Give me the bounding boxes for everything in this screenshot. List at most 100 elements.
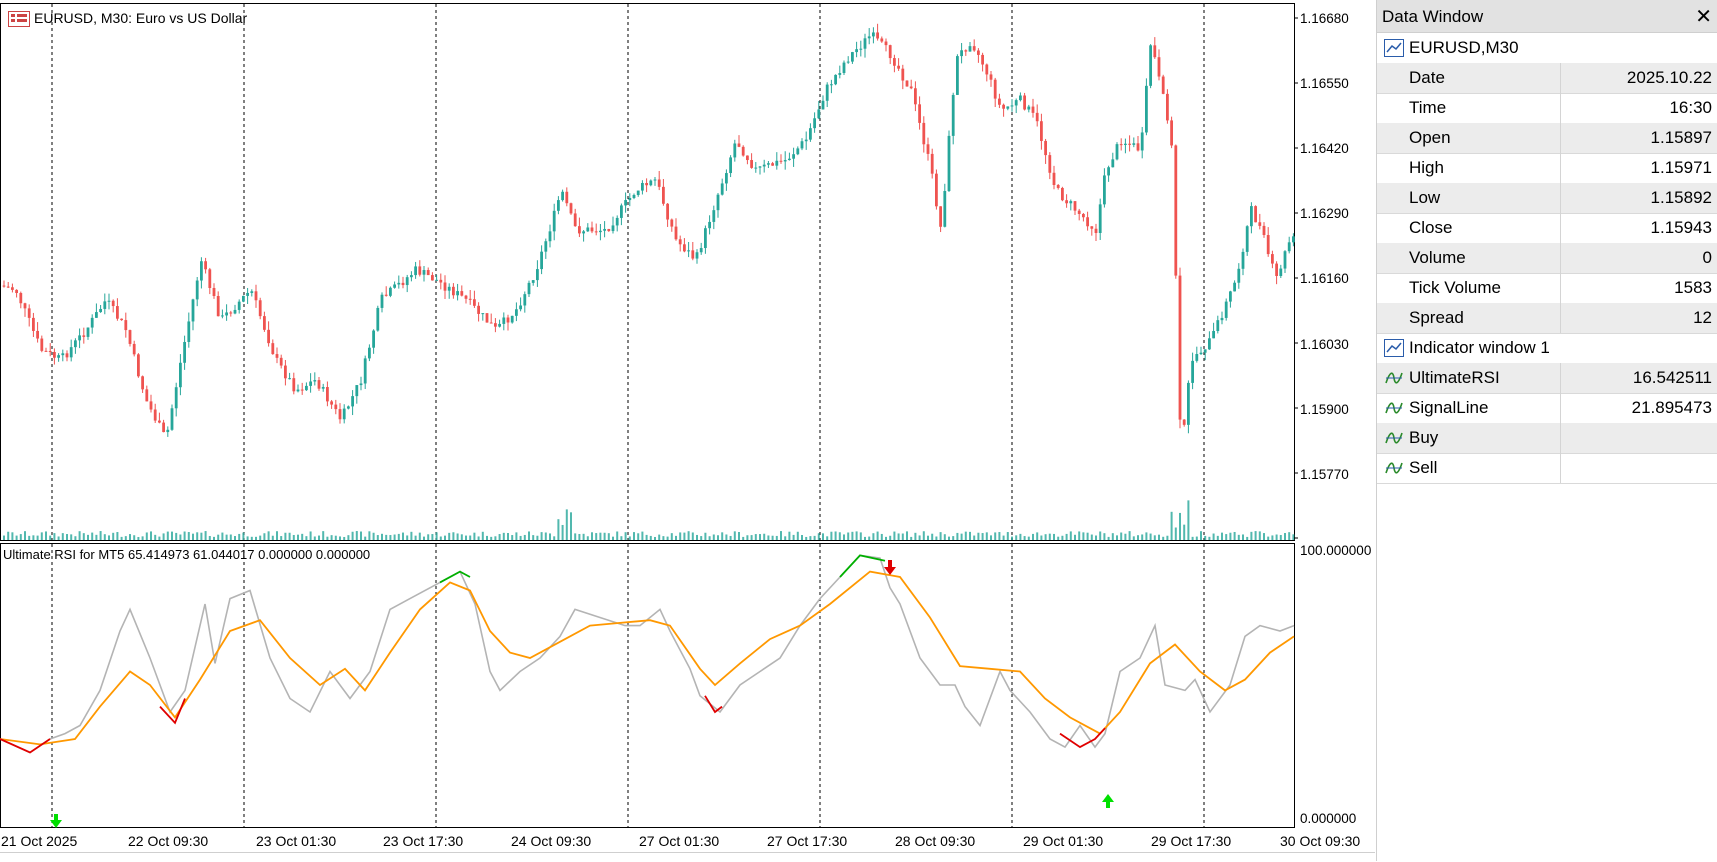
candle-body — [1166, 93, 1169, 121]
volume-bar — [477, 536, 480, 540]
chart-tabs-strip[interactable] — [0, 852, 1375, 862]
candle-body — [733, 143, 737, 158]
indicator-icon — [1385, 462, 1403, 474]
candle-body — [1052, 172, 1056, 185]
candle-body — [851, 52, 854, 62]
candle-body — [561, 191, 564, 201]
candle-body — [53, 351, 56, 358]
candle-body — [443, 282, 447, 291]
candle-body — [930, 153, 934, 174]
chart-area[interactable]: EURUSD, M30: Euro vs US Dollar Ultimate … — [0, 0, 1375, 862]
candle-body — [901, 68, 905, 81]
volume-bar — [935, 536, 938, 540]
data-row-label: Low — [1409, 188, 1441, 207]
volume-bar — [994, 532, 997, 540]
overbought-segment — [439, 570, 471, 584]
volume-bar — [431, 534, 434, 540]
candle-body — [1040, 121, 1043, 141]
candle-body — [510, 315, 514, 323]
candle-body — [233, 309, 237, 314]
indicator-row-ultimatersi: UltimateRSI 16.542511 — [1377, 363, 1717, 394]
volume-bar — [1120, 532, 1123, 540]
volume-bar — [662, 536, 665, 540]
time-axis-label: 23 Oct 17:30 — [383, 833, 464, 849]
time-axis-label: 22 Oct 09:30 — [128, 833, 209, 849]
candle-body — [305, 385, 308, 391]
sell-arrow — [884, 560, 896, 575]
indicator-row-label: UltimateRSI — [1409, 368, 1500, 387]
candle-body — [422, 270, 426, 275]
volume-bar — [864, 536, 866, 540]
volume-bar — [948, 536, 950, 540]
chart-canvas[interactable] — [0, 0, 1375, 861]
candle-body — [523, 294, 527, 306]
candle-body — [1128, 143, 1131, 145]
candle-body — [1006, 106, 1010, 109]
volume-bar — [889, 535, 892, 540]
candle-body — [95, 312, 98, 318]
data-row-value: 16:30 — [1669, 98, 1712, 117]
volume-bar — [1086, 532, 1089, 540]
volume-bar — [1011, 536, 1013, 540]
candle-body — [1170, 120, 1173, 146]
candle-body — [502, 317, 506, 324]
price-axis-label: 1.16290 — [1300, 206, 1349, 221]
candle-body — [1250, 206, 1253, 227]
volume-bar — [410, 531, 413, 540]
candle-body — [179, 362, 182, 388]
candle-body — [384, 294, 388, 296]
volume-bar — [32, 535, 35, 540]
volume-bar — [696, 534, 698, 540]
volume-bar — [586, 536, 589, 540]
data-row-date: Date 2025.10.22 — [1377, 63, 1717, 94]
candle-body — [376, 307, 380, 331]
volume-bar — [742, 536, 745, 540]
candle-body — [1178, 275, 1182, 420]
volume-bar — [120, 536, 123, 540]
volume-bar — [725, 534, 728, 540]
volume-bar — [53, 533, 56, 540]
volume-bar — [1170, 511, 1173, 540]
candle-body — [788, 158, 791, 161]
volume-bar — [893, 531, 896, 540]
volume-bar — [700, 536, 703, 540]
candle-body — [221, 315, 224, 317]
close-icon[interactable]: ✕ — [1695, 6, 1712, 28]
candle-body — [758, 166, 762, 168]
volume-bar — [36, 535, 39, 540]
candle-body — [1275, 263, 1278, 276]
candle-body — [11, 287, 14, 290]
volume-bar — [24, 531, 26, 540]
volume-bar — [511, 535, 514, 540]
volume-bar — [435, 532, 438, 540]
volume-bar — [1267, 536, 1270, 540]
data-window: Data Window ✕ EURUSD,M30 Date 2025.10.22 … — [1376, 0, 1717, 861]
indicator-row-sell: Sell — [1377, 453, 1717, 484]
candle-body — [741, 146, 745, 156]
candle-body — [1241, 251, 1245, 269]
candle-body — [338, 409, 342, 420]
volume-bar — [977, 532, 980, 540]
candle-body — [624, 200, 627, 206]
candle-body — [1254, 206, 1257, 223]
data-row-volume: Volume 0 — [1377, 243, 1717, 274]
candle-body — [1212, 330, 1215, 339]
volume-bar — [162, 533, 165, 540]
candle-body — [792, 154, 795, 159]
candle-body — [275, 354, 279, 358]
volume-bar — [40, 532, 43, 540]
candle-body — [876, 32, 879, 39]
candle-body — [435, 279, 438, 281]
indicator-axis-label: 100.000000 — [1300, 543, 1372, 558]
candle-body — [914, 88, 917, 105]
volume-bar — [670, 533, 673, 540]
volume-bar — [910, 536, 913, 540]
volume-bar — [61, 533, 64, 540]
candle-body — [796, 148, 800, 155]
volume-bar — [557, 519, 560, 540]
candle-body — [124, 320, 128, 331]
volume-bar — [1023, 536, 1026, 540]
volume-bar — [1082, 532, 1085, 540]
candle-body — [317, 380, 321, 389]
data-row-high: High 1.15971 — [1377, 153, 1717, 184]
